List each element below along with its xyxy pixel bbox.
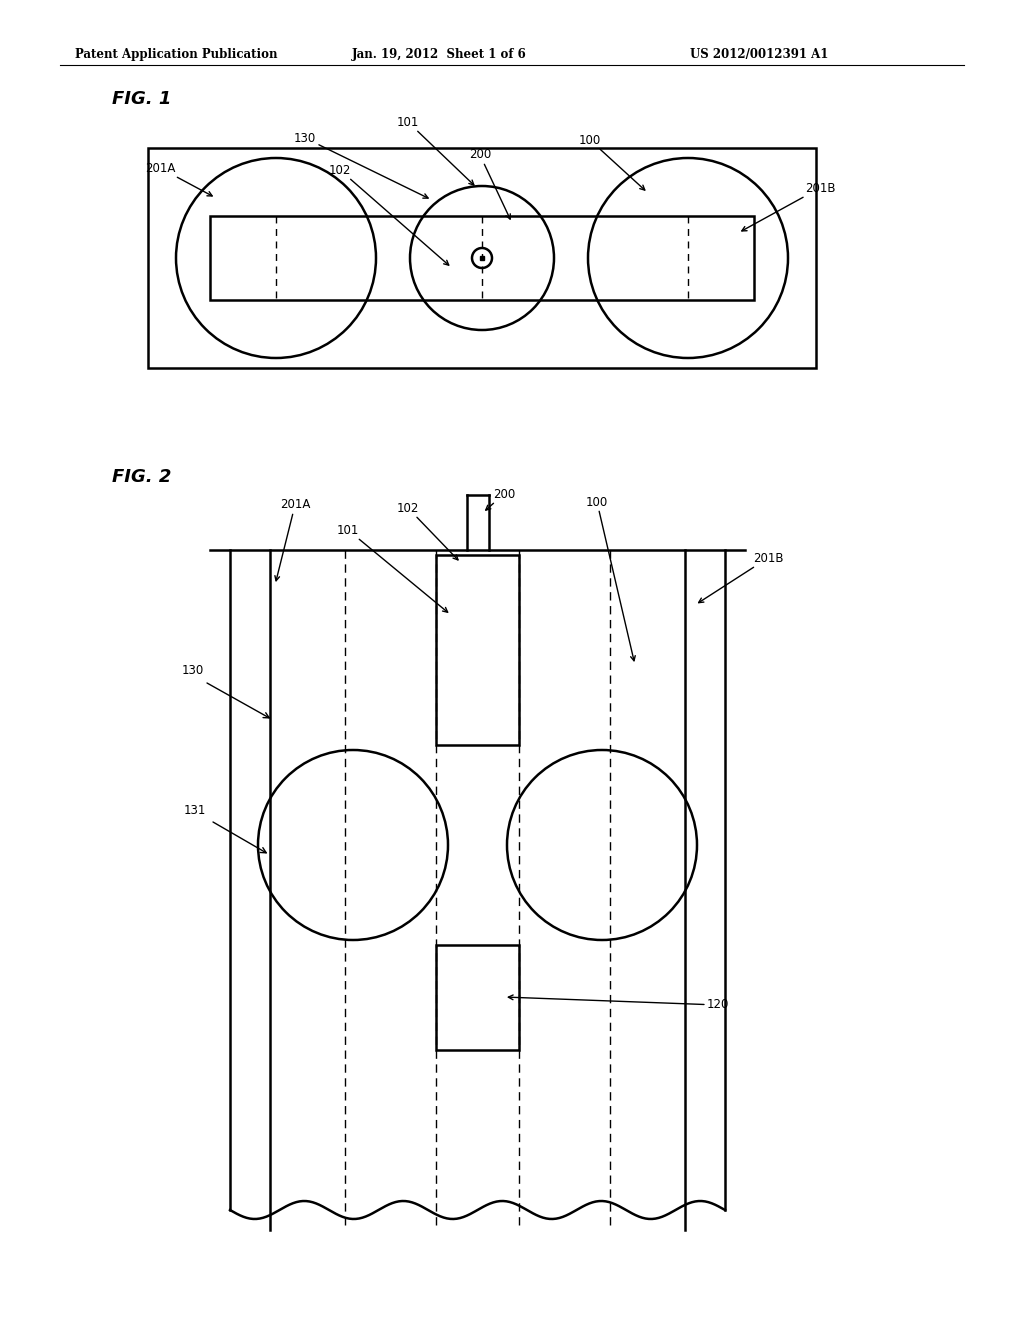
Text: Patent Application Publication: Patent Application Publication [75,48,278,61]
Text: 100: 100 [586,495,635,661]
Text: 201B: 201B [698,552,783,603]
Text: 201A: 201A [144,161,212,195]
Text: US 2012/0012391 A1: US 2012/0012391 A1 [690,48,828,61]
Bar [436,554,519,744]
Bar [148,148,816,368]
Text: FIG. 1: FIG. 1 [112,90,171,108]
Text: 101: 101 [397,116,474,185]
Text: 131: 131 [184,804,206,817]
Text: 101: 101 [337,524,447,612]
Text: 120: 120 [508,995,729,1011]
Text: Jan. 19, 2012  Sheet 1 of 6: Jan. 19, 2012 Sheet 1 of 6 [352,48,526,61]
Text: 201B: 201B [741,181,836,231]
Bar [210,216,754,300]
Text: 130: 130 [294,132,428,198]
Text: 200: 200 [469,149,510,219]
Text: FIG. 2: FIG. 2 [112,469,171,486]
Text: 102: 102 [397,502,458,560]
Text: 130: 130 [182,664,204,676]
Text: 201A: 201A [274,499,310,581]
Text: 100: 100 [579,133,645,190]
Text: 200: 200 [485,487,515,510]
Bar [436,945,519,1049]
Text: 102: 102 [329,164,449,265]
